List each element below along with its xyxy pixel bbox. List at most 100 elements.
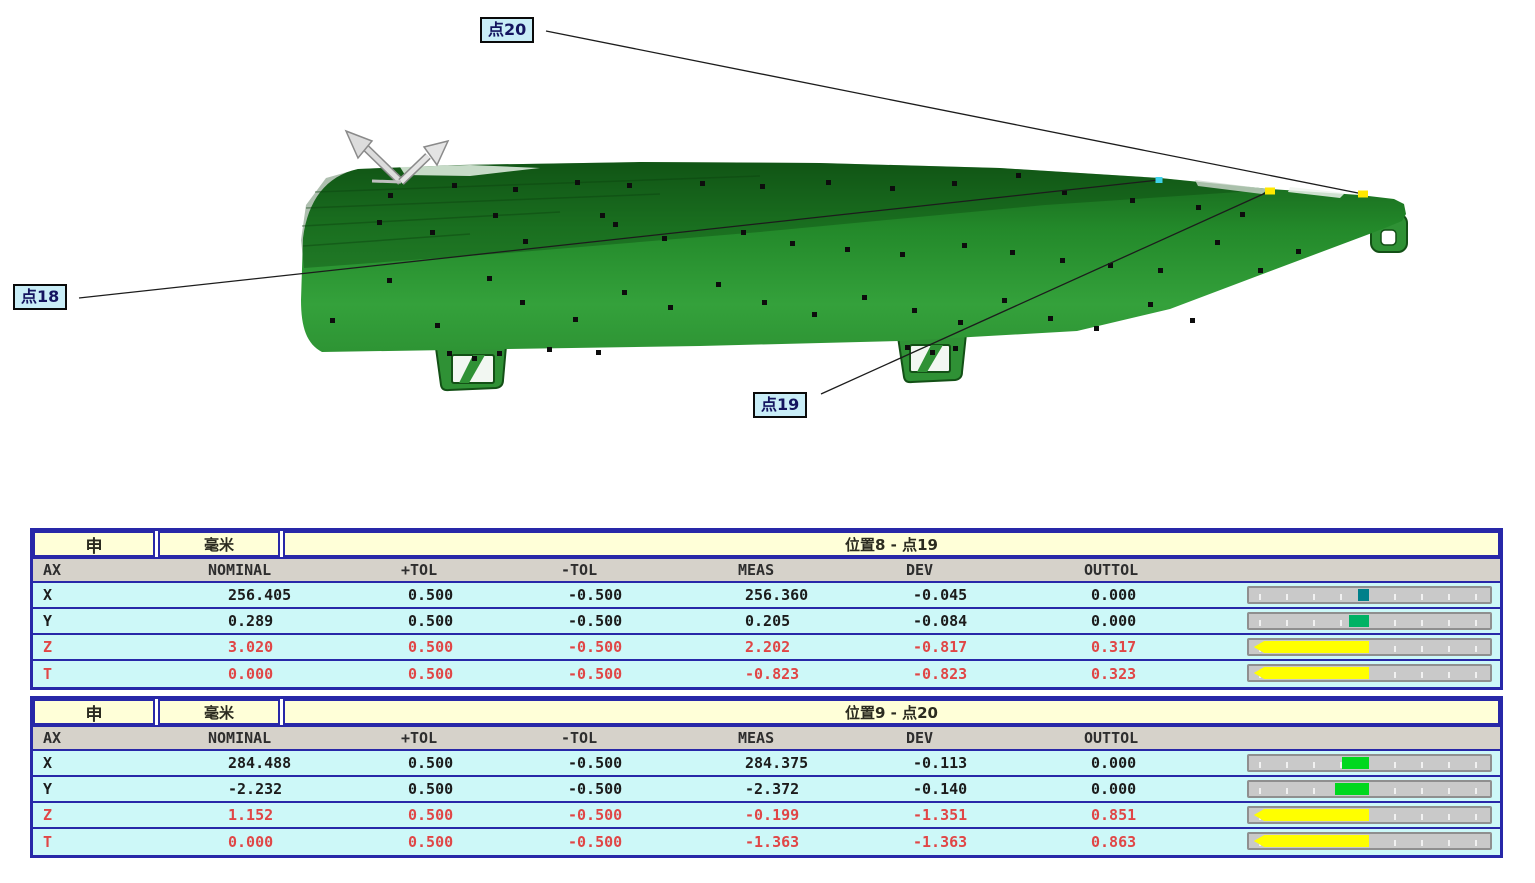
measurement-dots xyxy=(330,173,1301,361)
dimension-header-row: 申 毫米 位置9 - 点20 xyxy=(33,699,1500,727)
leader-line-point18 xyxy=(78,179,1160,299)
outtol-cell: 0.000 xyxy=(1091,754,1137,772)
axis-row-x: X 256.405 0.500 -0.500 256.360 -0.045 0.… xyxy=(33,583,1500,609)
units-cell: 毫米 xyxy=(158,531,280,557)
leader-line-point19 xyxy=(820,190,1271,395)
outtol-cell: 0.000 xyxy=(1091,780,1137,798)
axis-triad xyxy=(344,129,450,185)
nominal-cell: 3.020 xyxy=(228,638,274,656)
axis-row-t: T 0.000 0.500 -0.500 -1.363 -1.363 0.863 xyxy=(33,829,1500,855)
col-ptol: +TOL xyxy=(401,561,438,579)
ax-cell: Y xyxy=(43,612,53,630)
deviation-bar xyxy=(1239,661,1500,687)
ptol-cell: 0.500 xyxy=(408,586,454,604)
dimension-title: 位置9 - 点20 xyxy=(283,699,1500,725)
deviation-bar xyxy=(1239,803,1500,827)
dimension-header-row: 申 毫米 位置8 - 点19 xyxy=(33,531,1500,559)
part-3d-view xyxy=(78,30,1408,395)
cad-viewport[interactable]: 点18 点19 点20 xyxy=(0,0,1535,520)
part-upper-shading xyxy=(301,162,1268,268)
mounting-tab-left xyxy=(434,344,508,392)
highlight-point-20 xyxy=(1358,190,1368,198)
column-header-row: AX NOMINAL +TOL -TOL MEAS DEV OUTTOL xyxy=(33,559,1500,583)
outtol-cell: 0.863 xyxy=(1091,833,1137,851)
feature-type-cell: 申 xyxy=(33,699,155,725)
meas-cell: 256.360 xyxy=(745,586,809,604)
dev-cell: -0.113 xyxy=(913,754,968,772)
col-outtol: OUTTOL xyxy=(1084,561,1139,579)
col-dev: DEV xyxy=(906,561,934,579)
deviation-bar xyxy=(1239,609,1500,633)
ptol-cell: 0.500 xyxy=(408,833,454,851)
ntol-cell: -0.500 xyxy=(568,833,623,851)
outtol-cell: 0.317 xyxy=(1091,638,1137,656)
dimension-title: 位置8 - 点19 xyxy=(283,531,1500,557)
leader-lines xyxy=(78,30,1364,395)
ax-cell: T xyxy=(43,833,53,851)
axis-row-t: T 0.000 0.500 -0.500 -0.823 -0.823 0.323 xyxy=(33,661,1500,687)
ptol-cell: 0.500 xyxy=(408,665,454,683)
units-cell: 毫米 xyxy=(158,699,280,725)
nominal-cell: -2.232 xyxy=(228,780,283,798)
ntol-cell: -0.500 xyxy=(568,586,623,604)
nominal-cell: 284.488 xyxy=(228,754,292,772)
outtol-cell: 0.323 xyxy=(1091,665,1137,683)
dev-cell: -0.045 xyxy=(913,586,968,604)
ntol-cell: -0.500 xyxy=(568,754,623,772)
dev-cell: -0.084 xyxy=(913,612,968,630)
axis-row-y: Y -2.232 0.500 -0.500 -2.372 -0.140 0.00… xyxy=(33,777,1500,803)
meas-cell: 0.205 xyxy=(745,612,791,630)
axis-row-z: Z 3.020 0.500 -0.500 2.202 -0.817 0.317 xyxy=(33,635,1500,661)
deviation-bar xyxy=(1239,829,1500,855)
deviation-bar xyxy=(1239,777,1500,801)
ax-cell: Z xyxy=(43,806,53,824)
meas-cell: -1.363 xyxy=(745,833,800,851)
ntol-cell: -0.500 xyxy=(568,806,623,824)
point-label-20[interactable]: 点20 xyxy=(480,17,535,43)
specular-highlights xyxy=(400,165,1345,198)
outtol-cell: 0.000 xyxy=(1091,612,1137,630)
column-header-row: AX NOMINAL +TOL -TOL MEAS DEV OUTTOL xyxy=(33,727,1500,751)
nominal-cell: 0.000 xyxy=(228,665,274,683)
col-ax: AX xyxy=(43,561,62,579)
ax-cell: X xyxy=(43,754,53,772)
dimension-table-pos8: 申 毫米 位置8 - 点19 AX NOMINAL +TOL -TOL MEAS… xyxy=(30,528,1503,690)
meas-cell: 284.375 xyxy=(745,754,809,772)
ntol-cell: -0.500 xyxy=(568,612,623,630)
ntol-cell: -0.500 xyxy=(568,665,623,683)
meas-cell: -0.823 xyxy=(745,665,800,683)
col-ntol: -TOL xyxy=(561,561,598,579)
ax-cell: X xyxy=(43,586,53,604)
axis-row-x: X 284.488 0.500 -0.500 284.375 -0.113 0.… xyxy=(33,751,1500,777)
outtol-cell: 0.000 xyxy=(1091,586,1137,604)
meas-cell: -2.372 xyxy=(745,780,800,798)
dev-cell: -1.363 xyxy=(913,833,968,851)
col-ax: AX xyxy=(43,729,62,747)
axis-row-z: Z 1.152 0.500 -0.500 -0.199 -1.351 0.851 xyxy=(33,803,1500,829)
col-nominal: NOMINAL xyxy=(208,729,272,747)
ptol-cell: 0.500 xyxy=(408,612,454,630)
nominal-cell: 256.405 xyxy=(228,586,292,604)
point-label-19[interactable]: 点19 xyxy=(753,392,808,418)
nominal-cell: 0.289 xyxy=(228,612,274,630)
deviation-bar xyxy=(1239,751,1500,775)
part-body xyxy=(301,162,1406,352)
col-meas: MEAS xyxy=(738,729,775,747)
col-nominal: NOMINAL xyxy=(208,561,272,579)
highlight-point-18 xyxy=(1155,177,1163,183)
deviation-bar xyxy=(1239,583,1500,607)
meas-cell: -0.199 xyxy=(745,806,800,824)
nominal-cell: 1.152 xyxy=(228,806,274,824)
dev-cell: -1.351 xyxy=(913,806,968,824)
highlight-point-19 xyxy=(1265,187,1275,195)
col-outtol: OUTTOL xyxy=(1084,729,1139,747)
dev-cell: -0.823 xyxy=(913,665,968,683)
dimension-report: 申 毫米 位置8 - 点19 AX NOMINAL +TOL -TOL MEAS… xyxy=(30,528,1503,858)
nominal-cell: 0.000 xyxy=(228,833,274,851)
col-ntol: -TOL xyxy=(561,729,598,747)
col-meas: MEAS xyxy=(738,561,775,579)
ptol-cell: 0.500 xyxy=(408,754,454,772)
col-ptol: +TOL xyxy=(401,729,438,747)
point-label-18[interactable]: 点18 xyxy=(13,284,68,310)
dimension-table-pos9: 申 毫米 位置9 - 点20 AX NOMINAL +TOL -TOL MEAS… xyxy=(30,696,1503,858)
